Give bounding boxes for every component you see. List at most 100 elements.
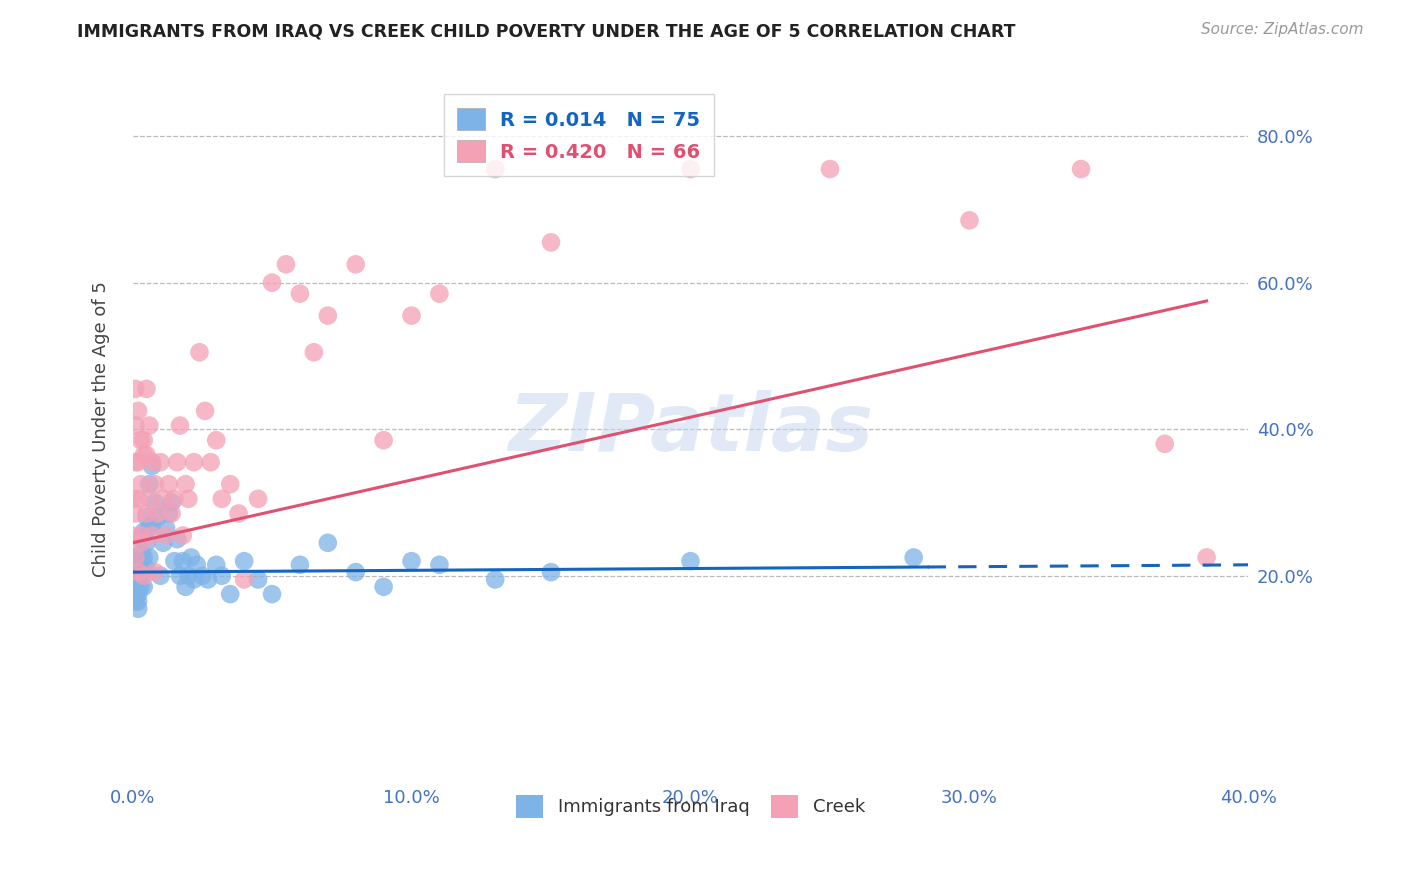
Text: ZIPatlas: ZIPatlas xyxy=(508,390,873,468)
Point xyxy=(132,580,155,594)
Point xyxy=(132,550,155,565)
Point xyxy=(138,550,160,565)
Point xyxy=(127,491,149,506)
Point xyxy=(247,573,270,587)
Point xyxy=(124,583,146,598)
Point xyxy=(177,491,200,506)
Point xyxy=(172,554,194,568)
Point xyxy=(260,276,283,290)
Point xyxy=(152,536,174,550)
Point xyxy=(146,510,169,524)
Point xyxy=(200,455,222,469)
Point xyxy=(132,569,155,583)
Y-axis label: Child Poverty Under the Age of 5: Child Poverty Under the Age of 5 xyxy=(93,281,110,577)
Point xyxy=(959,213,981,227)
Point xyxy=(124,382,146,396)
Point xyxy=(129,434,152,448)
Point xyxy=(344,565,367,579)
Point xyxy=(191,569,214,583)
Point xyxy=(135,536,157,550)
Point xyxy=(124,591,146,605)
Point xyxy=(183,573,205,587)
Point xyxy=(132,434,155,448)
Point xyxy=(127,580,149,594)
Point xyxy=(183,455,205,469)
Point xyxy=(373,580,395,594)
Point xyxy=(174,477,197,491)
Point xyxy=(138,521,160,535)
Point xyxy=(302,345,325,359)
Point xyxy=(679,554,702,568)
Point xyxy=(124,554,146,568)
Point xyxy=(540,235,562,250)
Point xyxy=(288,286,311,301)
Point xyxy=(124,418,146,433)
Point xyxy=(121,491,143,506)
Point xyxy=(166,455,188,469)
Point xyxy=(141,455,163,469)
Point xyxy=(174,580,197,594)
Point xyxy=(484,162,506,177)
Point xyxy=(149,455,172,469)
Point xyxy=(169,418,191,433)
Point xyxy=(124,507,146,521)
Point xyxy=(129,580,152,594)
Point xyxy=(180,550,202,565)
Point xyxy=(152,491,174,506)
Point xyxy=(127,573,149,587)
Point xyxy=(127,594,149,608)
Point xyxy=(141,458,163,473)
Point xyxy=(155,528,177,542)
Point xyxy=(135,507,157,521)
Point xyxy=(127,561,149,575)
Point xyxy=(247,491,270,506)
Point xyxy=(143,495,166,509)
Point xyxy=(260,587,283,601)
Point xyxy=(124,569,146,583)
Point xyxy=(121,573,143,587)
Point xyxy=(124,587,146,601)
Point xyxy=(1195,550,1218,565)
Point xyxy=(132,448,155,462)
Point xyxy=(149,569,172,583)
Point xyxy=(1153,437,1175,451)
Point xyxy=(233,573,256,587)
Point xyxy=(373,434,395,448)
Text: Source: ZipAtlas.com: Source: ZipAtlas.com xyxy=(1201,22,1364,37)
Point xyxy=(211,569,233,583)
Point xyxy=(129,536,152,550)
Point xyxy=(129,528,152,542)
Point xyxy=(132,558,155,572)
Point xyxy=(132,524,155,539)
Point xyxy=(129,558,152,572)
Point xyxy=(121,528,143,542)
Point xyxy=(177,569,200,583)
Point xyxy=(155,521,177,535)
Point xyxy=(129,569,152,583)
Point xyxy=(169,569,191,583)
Point xyxy=(429,286,451,301)
Point xyxy=(143,477,166,491)
Point xyxy=(401,309,423,323)
Point xyxy=(121,580,143,594)
Point xyxy=(121,576,143,591)
Point xyxy=(135,382,157,396)
Point xyxy=(1070,162,1092,177)
Point xyxy=(124,550,146,565)
Point xyxy=(205,558,228,572)
Point xyxy=(316,536,339,550)
Point xyxy=(135,448,157,462)
Point xyxy=(274,257,297,271)
Point xyxy=(129,547,152,561)
Point xyxy=(124,455,146,469)
Point xyxy=(135,510,157,524)
Point xyxy=(288,558,311,572)
Point xyxy=(316,309,339,323)
Point xyxy=(166,532,188,546)
Point xyxy=(484,573,506,587)
Point xyxy=(540,565,562,579)
Point xyxy=(205,434,228,448)
Point xyxy=(124,550,146,565)
Point xyxy=(186,558,208,572)
Text: IMMIGRANTS FROM IRAQ VS CREEK CHILD POVERTY UNDER THE AGE OF 5 CORRELATION CHART: IMMIGRANTS FROM IRAQ VS CREEK CHILD POVE… xyxy=(77,22,1015,40)
